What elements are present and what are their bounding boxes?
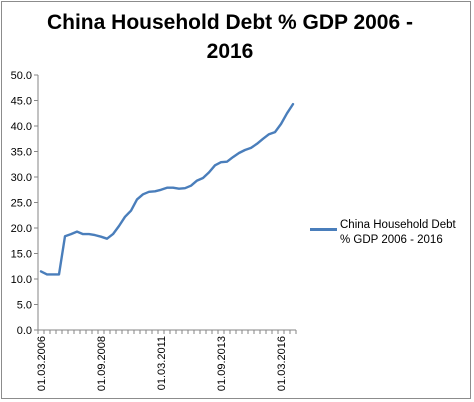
y-tick-label: 40.0 bbox=[11, 121, 32, 133]
y-tick-label: 5.0 bbox=[17, 300, 32, 312]
y-tick-label: 35.0 bbox=[11, 147, 32, 159]
x-tick-label: 01.03.2011 bbox=[156, 336, 168, 390]
y-tick-label: 30.0 bbox=[11, 172, 32, 184]
x-tick-label: 01.03.2006 bbox=[36, 336, 48, 391]
y-tick-label: 50.0 bbox=[11, 70, 32, 82]
y-tick-label: 20.0 bbox=[11, 223, 32, 235]
x-tick-label: 01.09.2008 bbox=[96, 336, 108, 391]
chart-title: China Household Debt % GDP 2006 - 2016 bbox=[46, 11, 413, 63]
x-tick-label: 01.09.2013 bbox=[216, 336, 228, 391]
series-line bbox=[39, 102, 295, 276]
x-tick-label: 01.03.2016 bbox=[276, 336, 288, 391]
y-tick-label: 15.0 bbox=[11, 249, 32, 261]
y-tick-label: 0.0 bbox=[17, 325, 32, 337]
legend-line-swatch bbox=[310, 228, 337, 231]
legend-label: China Household Debt % GDP 2006 - 2016 bbox=[340, 219, 456, 246]
y-tick-label: 45.0 bbox=[11, 96, 32, 108]
y-tick-label: 25.0 bbox=[11, 198, 32, 210]
y-tick-label: 10.0 bbox=[11, 274, 32, 286]
